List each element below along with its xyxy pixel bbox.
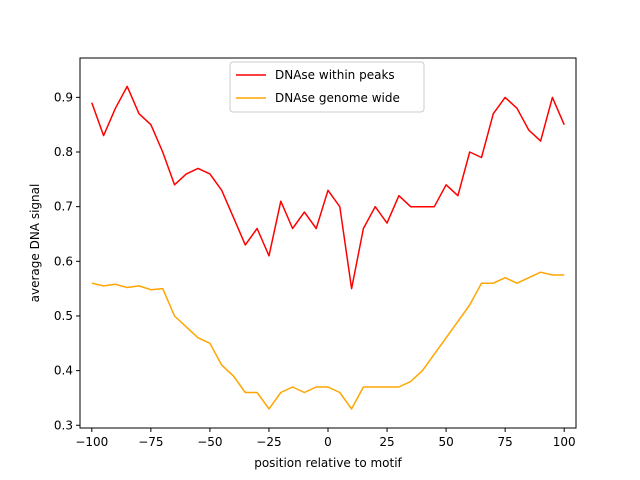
legend-label-peaks: DNAse within peaks (275, 68, 395, 82)
series-line-genome-wide (91, 271, 565, 410)
legend-box (229, 61, 425, 113)
series-layer (91, 85, 565, 410)
x-axis: −100 −75 −50 −25 0 25 50 75 100 (75, 428, 576, 449)
y-axis: 0.3 0.4 0.5 0.6 0.7 0.8 0.9 (54, 90, 80, 432)
y-axis-label: average DNA signal (28, 184, 42, 303)
y-tick-label: 0.7 (54, 200, 73, 214)
x-tick-label: −75 (138, 435, 163, 449)
series-line-within-peaks (91, 85, 565, 290)
y-tick-label: 0.4 (54, 364, 73, 378)
x-tick-label: −100 (75, 435, 108, 449)
legend: DNAse within peaks DNAse genome wide (229, 61, 425, 113)
x-tick-label: 75 (498, 435, 513, 449)
y-tick-label: 0.3 (54, 418, 73, 432)
x-tick-label: 0 (324, 435, 332, 449)
x-tick-label: 50 (438, 435, 453, 449)
x-axis-label: position relative to motif (254, 456, 402, 470)
y-tick-label: 0.8 (54, 145, 73, 159)
y-tick-label: 0.9 (54, 90, 73, 104)
y-tick-label: 0.6 (54, 254, 73, 268)
y-tick-label: 0.5 (54, 309, 73, 323)
x-tick-label: 100 (553, 435, 576, 449)
x-tick-label: 25 (379, 435, 394, 449)
legend-label-genome-wide: DNAse genome wide (275, 91, 400, 105)
x-tick-label: −50 (197, 435, 222, 449)
x-tick-label: −25 (256, 435, 281, 449)
